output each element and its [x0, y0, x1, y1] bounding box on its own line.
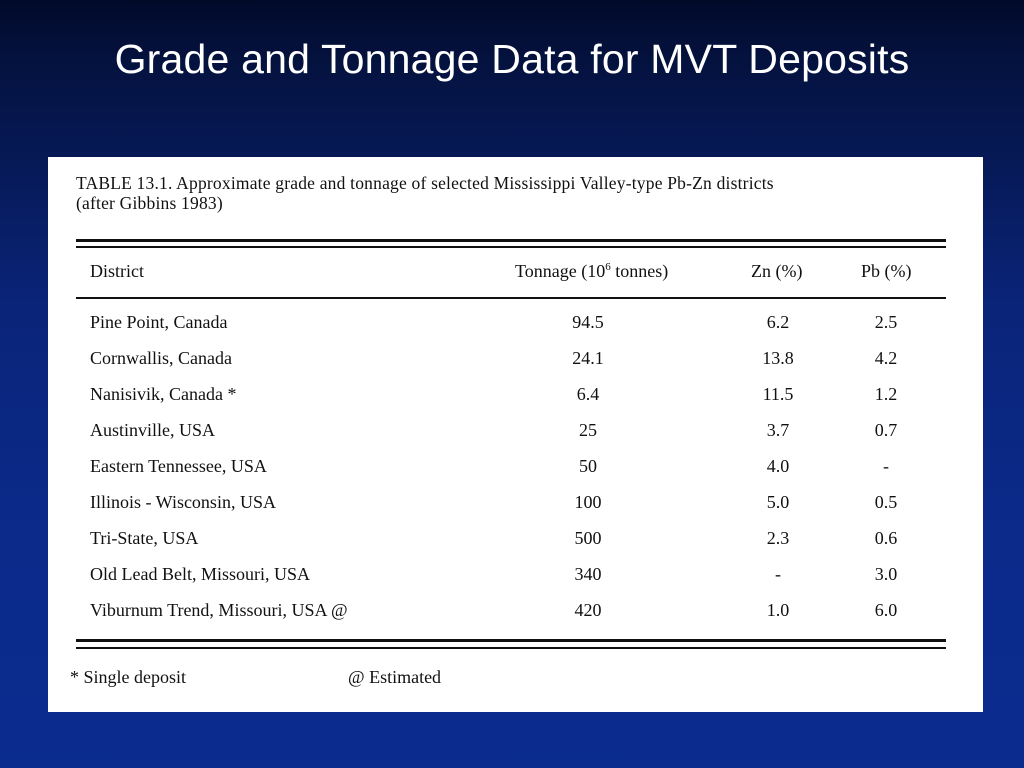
- row-tonnage: 6.4: [576, 384, 600, 404]
- row-district: Cornwallis, Canada: [90, 348, 232, 368]
- row-tonnage: 24.1: [572, 348, 604, 368]
- row-pb: 4.2: [874, 348, 898, 368]
- row-zn: 4.0: [766, 456, 790, 476]
- row-district: Nanisivik, Canada *: [90, 384, 237, 404]
- row-tonnage: 25: [579, 420, 597, 440]
- footnote-estimated: @ Estimated: [348, 667, 442, 687]
- row-pb: 0.7: [874, 420, 898, 440]
- row-zn: 6.2: [766, 312, 790, 332]
- header-tonnage: Tonnage (106 tonnes): [515, 261, 669, 281]
- header-zn: Zn (%): [751, 261, 803, 281]
- row-district: Old Lead Belt, Missouri, USA: [90, 564, 310, 584]
- header-pb: Pb (%): [861, 261, 912, 281]
- row-tonnage: 50: [579, 456, 597, 476]
- footnote-single-deposit: * Single deposit: [70, 667, 186, 687]
- row-district: Eastern Tennessee, USA: [90, 456, 267, 476]
- row-zn: 11.5: [762, 384, 794, 404]
- row-pb: 2.5: [874, 312, 898, 332]
- row-pb: 6.0: [874, 600, 898, 620]
- row-pb: 1.2: [874, 384, 898, 404]
- row-pb: 3.0: [874, 564, 898, 584]
- row-district: Viburnum Trend, Missouri, USA @: [90, 600, 348, 620]
- row-pb: -: [883, 456, 889, 476]
- row-zn: 5.0: [766, 492, 790, 512]
- caption-line-2: (after Gibbins 1983): [76, 193, 223, 213]
- row-tonnage: 94.5: [572, 312, 604, 332]
- bottom-rule-2: [76, 647, 946, 649]
- row-district: Pine Point, Canada: [90, 312, 228, 332]
- row-pb: 0.5: [874, 492, 898, 512]
- row-tonnage: 500: [574, 528, 602, 548]
- row-district: Austinville, USA: [90, 420, 216, 440]
- row-pb: 0.6: [874, 528, 898, 548]
- row-district: Tri-State, USA: [90, 528, 199, 548]
- top-rule-2: [76, 246, 946, 248]
- table-panel: TABLE 13.1. Approximate grade and tonnag…: [48, 157, 983, 712]
- header-district: District: [90, 261, 144, 281]
- row-zn: 3.7: [766, 420, 790, 440]
- row-zn: 2.3: [766, 528, 790, 548]
- top-rule-1: [76, 239, 946, 242]
- slide-title: Grade and Tonnage Data for MVT Deposits: [114, 36, 910, 82]
- row-zn: -: [775, 564, 781, 584]
- row-zn: 13.8: [762, 348, 794, 368]
- table-caption: TABLE 13.1. Approximate grade and tonnag…: [76, 173, 956, 213]
- row-tonnage: 420: [574, 600, 602, 620]
- caption-line-1: TABLE 13.1. Approximate grade and tonnag…: [76, 173, 774, 193]
- row-zn: 1.0: [766, 600, 790, 620]
- bottom-rule-1: [76, 639, 946, 642]
- header-rule: [76, 297, 946, 299]
- row-district: Illinois - Wisconsin, USA: [90, 492, 276, 512]
- row-tonnage: 340: [574, 564, 602, 584]
- row-tonnage: 100: [574, 492, 602, 512]
